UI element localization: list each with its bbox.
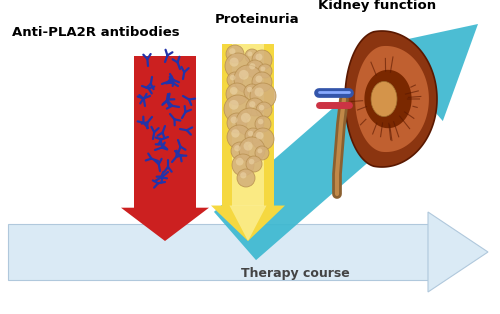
Circle shape	[230, 87, 237, 95]
Polygon shape	[364, 70, 412, 128]
Circle shape	[231, 142, 249, 160]
Circle shape	[256, 75, 262, 83]
Circle shape	[252, 128, 274, 150]
Circle shape	[255, 146, 269, 160]
Circle shape	[250, 83, 276, 109]
Circle shape	[225, 53, 251, 79]
Circle shape	[249, 101, 256, 107]
Polygon shape	[377, 24, 478, 121]
Circle shape	[252, 50, 272, 70]
Circle shape	[230, 75, 235, 80]
Circle shape	[226, 45, 244, 63]
Polygon shape	[8, 224, 428, 280]
Circle shape	[246, 98, 264, 116]
Circle shape	[239, 70, 248, 80]
Text: Proteinuria: Proteinuria	[215, 13, 300, 26]
Polygon shape	[428, 212, 488, 292]
Circle shape	[246, 60, 264, 78]
Circle shape	[230, 116, 237, 123]
Text: Therapy course: Therapy course	[240, 268, 350, 280]
Circle shape	[230, 57, 238, 67]
Circle shape	[245, 49, 259, 63]
Circle shape	[256, 102, 272, 118]
Circle shape	[231, 129, 239, 138]
Circle shape	[229, 48, 235, 54]
Circle shape	[249, 63, 256, 69]
Circle shape	[226, 83, 248, 105]
Circle shape	[252, 72, 272, 92]
Circle shape	[256, 132, 264, 139]
Circle shape	[236, 158, 244, 165]
Circle shape	[236, 108, 264, 136]
Circle shape	[249, 159, 254, 165]
Polygon shape	[222, 44, 274, 206]
Circle shape	[224, 95, 252, 123]
Circle shape	[234, 65, 262, 93]
Circle shape	[244, 84, 260, 100]
Circle shape	[234, 145, 240, 151]
Circle shape	[227, 72, 243, 88]
Circle shape	[256, 53, 262, 61]
Circle shape	[245, 128, 261, 144]
Polygon shape	[371, 82, 397, 116]
Text: Anti-PLA2R antibodies: Anti-PLA2R antibodies	[12, 26, 179, 39]
Polygon shape	[121, 208, 209, 241]
Polygon shape	[230, 206, 266, 241]
Circle shape	[258, 119, 264, 124]
Circle shape	[229, 100, 238, 110]
Circle shape	[258, 64, 272, 78]
Polygon shape	[214, 59, 431, 260]
Circle shape	[237, 169, 255, 187]
Circle shape	[258, 149, 262, 153]
Circle shape	[248, 51, 252, 56]
Circle shape	[246, 156, 262, 172]
Polygon shape	[134, 56, 196, 208]
Circle shape	[255, 116, 271, 132]
Circle shape	[241, 113, 250, 123]
Circle shape	[247, 87, 252, 92]
Circle shape	[227, 125, 251, 149]
Circle shape	[248, 131, 254, 136]
Polygon shape	[345, 31, 437, 167]
Polygon shape	[232, 44, 264, 206]
Circle shape	[259, 105, 264, 111]
Polygon shape	[355, 46, 429, 152]
Circle shape	[254, 88, 264, 97]
Circle shape	[260, 67, 266, 71]
Circle shape	[239, 137, 265, 163]
Circle shape	[227, 113, 247, 133]
Circle shape	[240, 172, 246, 178]
Circle shape	[244, 142, 252, 151]
Text: Kidney function: Kidney function	[318, 0, 436, 12]
Polygon shape	[211, 206, 285, 241]
Circle shape	[232, 154, 254, 176]
